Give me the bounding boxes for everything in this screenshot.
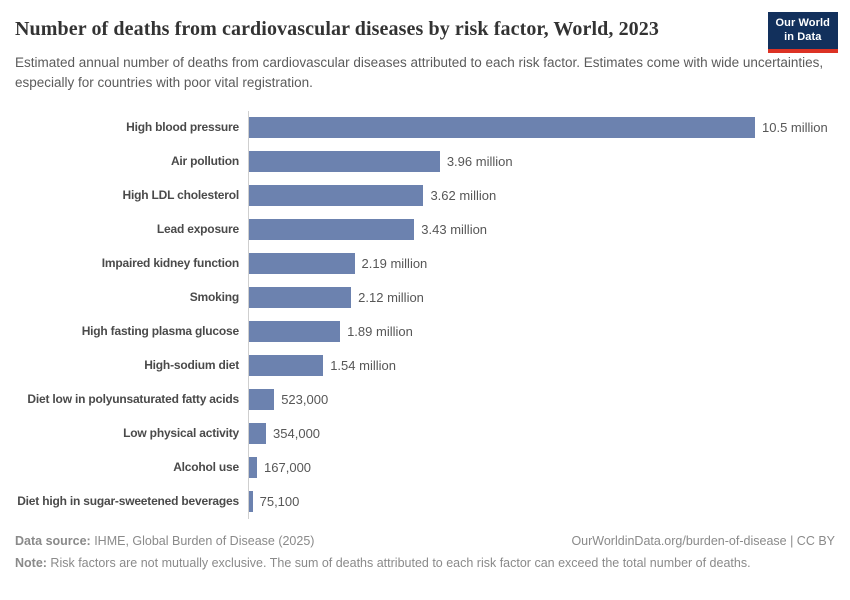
value-label: 3.43 million — [421, 222, 488, 237]
bar[interactable] — [249, 355, 324, 376]
bar-zone: 2.12 million — [248, 280, 835, 315]
page-title: Number of deaths from cardiovascular dis… — [15, 18, 659, 40]
bar-row: Alcohol use 167,000 — [15, 450, 835, 485]
bar-zone: 2.19 million — [248, 246, 835, 281]
bar-zone: 75,100 — [248, 484, 835, 519]
value-label: 75,100 — [259, 494, 300, 509]
bar-zone: 354,000 — [248, 416, 835, 451]
category-label: Lead exposure — [156, 221, 239, 236]
bar[interactable] — [249, 117, 755, 138]
bar-row: High-sodium diet 1.54 million — [15, 348, 835, 383]
bar-zone: 1.54 million — [248, 348, 835, 383]
bar[interactable] — [249, 423, 267, 444]
value-label: 3.96 million — [446, 154, 513, 169]
category-label: Impaired kidney function — [101, 255, 239, 270]
bar-zone: 3.43 million — [248, 212, 835, 247]
owid-logo[interactable]: Our World in Data — [767, 12, 838, 53]
bar-row: Diet high in sugar-sweetened beverages 75… — [15, 484, 835, 519]
bar[interactable] — [249, 185, 424, 206]
bar-rows: High blood pressure 10.5 million Air pollu… — [15, 110, 835, 519]
bar-zone: 167,000 — [248, 450, 835, 485]
bar-row: Impaired kidney function 2.19 million — [15, 246, 835, 281]
attribution-link[interactable]: OurWorldinData.org/burden-of-disease | C… — [571, 533, 835, 548]
value-label: 523,000 — [281, 392, 329, 407]
bar[interactable] — [249, 321, 341, 342]
bar-zone: 3.62 million — [248, 178, 835, 213]
bar-zone: 523,000 — [248, 382, 835, 417]
bar-row: Lead exposure 3.43 million — [15, 212, 835, 247]
bar[interactable] — [249, 253, 355, 274]
category-label: Smoking — [189, 289, 239, 304]
bar-row: Air pollution 3.96 million — [15, 144, 835, 179]
value-label: 3.62 million — [430, 188, 497, 203]
bar-row: High fasting plasma glucose 1.89 million — [15, 314, 835, 349]
bar[interactable] — [249, 389, 275, 410]
category-label: Air pollution — [170, 153, 239, 168]
category-label: Diet high in sugar-sweetened beverages — [17, 493, 239, 508]
bar[interactable] — [249, 151, 440, 172]
note: Note: Risk factors are not mutually excl… — [15, 554, 835, 573]
bar-row: Smoking 2.12 million — [15, 280, 835, 315]
bar-row: Diet low in polyunsaturated fatty acids 5… — [15, 382, 835, 417]
category-label: High fasting plasma glucose — [81, 323, 240, 338]
bar[interactable] — [249, 219, 415, 240]
bar-zone: 3.96 million — [248, 144, 835, 179]
bar[interactable] — [249, 457, 258, 478]
bar-zone: 1.89 million — [248, 314, 835, 349]
category-label: High-sodium diet — [144, 357, 239, 372]
owid-logo-line1: Our World — [775, 17, 830, 29]
category-label: Diet low in polyunsaturated fatty acids — [27, 391, 239, 406]
bar-row: Low physical activity 354,000 — [15, 416, 835, 451]
value-label: 167,000 — [264, 460, 312, 475]
bar-zone: 10.5 million — [248, 110, 835, 145]
note-text: Risk factors are not mutually exclusive.… — [46, 556, 751, 571]
value-label: 10.5 million — [762, 120, 828, 135]
value-label: 2.12 million — [358, 290, 424, 305]
owid-logo-line2: in Data — [784, 30, 822, 43]
category-label: High blood pressure — [126, 119, 239, 134]
data-source: Data source: IHME, Global Burden of Dise… — [15, 532, 314, 551]
category-label: Low physical activity — [123, 425, 239, 440]
note-label: Note: — [15, 556, 47, 571]
bar[interactable] — [249, 287, 352, 308]
bar-row: High LDL cholesterol 3.62 million — [15, 178, 835, 213]
category-label: Alcohol use — [173, 459, 239, 474]
footer: Data source: IHME, Global Burden of Dise… — [15, 532, 835, 574]
bar-row: High blood pressure 10.5 million — [15, 110, 835, 145]
value-label: 1.54 million — [330, 358, 396, 373]
page-subtitle: Estimated annual number of deaths from c… — [15, 55, 824, 91]
data-source-text: IHME, Global Burden of Disease (2025) — [90, 533, 315, 548]
value-label: 354,000 — [273, 426, 321, 441]
value-label: 1.89 million — [347, 324, 413, 339]
bar-chart: High blood pressure 10.5 million Air pollu… — [15, 110, 835, 519]
bar[interactable] — [249, 491, 253, 512]
value-label: 2.19 million — [361, 256, 428, 271]
category-label: High LDL cholesterol — [122, 187, 240, 202]
data-source-label: Data source: — [15, 533, 91, 548]
